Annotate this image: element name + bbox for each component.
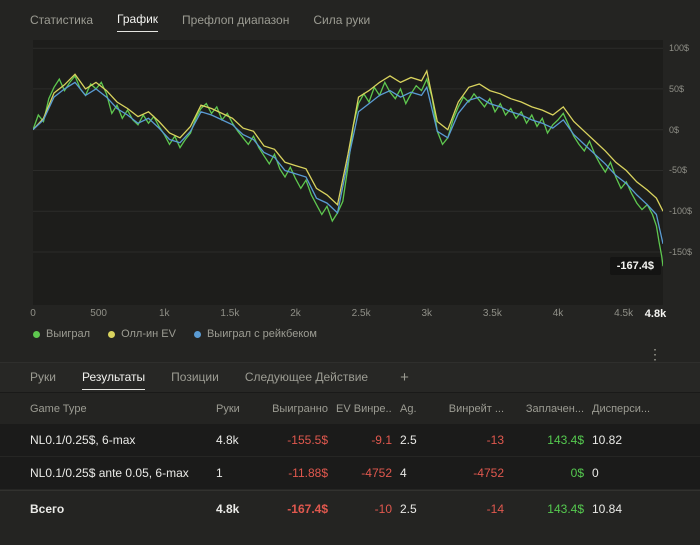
- tab-next-action[interactable]: Следующее Действие: [244, 370, 369, 384]
- tab-hand-strength[interactable]: Сила руки: [313, 12, 371, 27]
- current-value-badge: -167.4$: [609, 257, 661, 276]
- legend-item[interactable]: Выиграл с рейкбеком: [193, 328, 317, 340]
- x-axis-current-label: 4.8k: [644, 308, 667, 320]
- x-axis-label: 3k: [421, 308, 433, 319]
- column-header-won[interactable]: Выигранно: [272, 402, 328, 415]
- cell-game-type: NL0.1/0.25$ ante 0.05, 6-max: [30, 466, 189, 480]
- x-axis-label: 3.5k: [482, 308, 502, 319]
- chart-section: -167.4$ 100$ 50$ 0$ -50$ -100$ -150$ 0 500 1k 1.…: [0, 40, 700, 362]
- y-axis-label: -100$: [669, 206, 693, 217]
- tab-hands[interactable]: Руки: [30, 370, 56, 384]
- table-row[interactable]: NL0.1/0.25$, 6-max 4.8k -155.5$ -9.1 2.5 -13 1…: [0, 424, 700, 457]
- x-axis-label: 2.5k: [351, 308, 371, 319]
- cell-winrate: -13: [486, 433, 504, 447]
- cell-rake-paid: 143.4$: [547, 433, 584, 447]
- legend-label: Выиграл: [46, 328, 91, 340]
- legend-row: Выиграл Олл-ин EV Выиграл с рейкбеком ⋮: [33, 328, 666, 362]
- legend-dot-icon: [108, 330, 116, 338]
- column-header-ag[interactable]: Ag.: [400, 402, 417, 415]
- kebab-menu-icon[interactable]: ⋮: [648, 346, 662, 362]
- cell-ag: 2.5: [400, 433, 417, 447]
- x-axis-label: 0: [30, 308, 36, 319]
- legend-item[interactable]: Олл-ин EV: [108, 328, 176, 340]
- table-header-row: Game Type Руки Выигранно EV Винре... Ag. Винр…: [0, 393, 700, 424]
- add-tab-button[interactable]: +: [400, 369, 409, 386]
- legend-item[interactable]: Выиграл: [33, 328, 90, 340]
- cell-ev-winrate: -4752: [361, 466, 392, 480]
- x-axis-label: 4k: [552, 308, 564, 319]
- table-row[interactable]: NL0.1/0.25$ ante 0.05, 6-max 1 -11.88$ -475…: [0, 457, 700, 490]
- cell-winrate: -4752: [473, 466, 504, 480]
- results-tab-bar: Руки Результаты Позиции Следующее Действие +: [0, 362, 700, 393]
- tab-preflop-range[interactable]: Префлоп диапазон: [182, 12, 290, 27]
- total-cell-ag: 2.5: [400, 502, 417, 516]
- table-total-row[interactable]: Всего 4.8k -167.4$ -10 2.5 -14 143.4$ 10.84: [0, 490, 700, 527]
- total-cell-variance: 10.84: [592, 502, 623, 516]
- tab-graph[interactable]: График: [117, 8, 159, 32]
- cell-won: -11.88$: [288, 466, 328, 480]
- legend-label: Олл-ин EV: [121, 328, 176, 340]
- cell-variance: 10.82: [592, 433, 623, 447]
- column-header-game-type[interactable]: Game Type: [30, 402, 87, 415]
- y-axis-label: 0$: [669, 124, 680, 135]
- total-cell-game-type: Всего: [30, 502, 65, 516]
- cell-rake-paid: 0$: [570, 466, 584, 480]
- chart-legend: Выиграл Олл-ин EV Выиграл с рейкбеком: [33, 328, 317, 340]
- y-axis-label: 50$: [669, 83, 685, 94]
- chart-canvas[interactable]: [33, 40, 663, 305]
- total-cell-won: -167.4$: [287, 502, 328, 516]
- cell-hands: 1: [216, 466, 223, 480]
- legend-label: Выиграл с рейкбеком: [206, 328, 317, 340]
- top-tab-bar: Статистика График Префлоп диапазон Сила рук…: [0, 0, 700, 40]
- column-header-ev-winrate[interactable]: EV Винре...: [336, 402, 392, 415]
- column-header-variance[interactable]: Дисперси...: [592, 402, 651, 415]
- winnings-chart[interactable]: -167.4$ 100$ 50$ 0$ -50$ -100$ -150$: [33, 40, 692, 305]
- y-axis-label: 100$: [669, 43, 690, 54]
- x-axis-label: 500: [90, 308, 107, 319]
- cell-won: -155.5$: [287, 433, 328, 447]
- total-cell-ev-winrate: -10: [374, 502, 392, 516]
- table-body: NL0.1/0.25$, 6-max 4.8k -155.5$ -9.1 2.5 -13 1…: [0, 424, 700, 490]
- total-cell-rake-paid: 143.4$: [547, 502, 584, 516]
- column-header-hands[interactable]: Руки: [216, 402, 240, 415]
- y-axis-label: -50$: [669, 165, 688, 176]
- x-axis-label: 2k: [290, 308, 301, 319]
- column-header-winrate[interactable]: Винрейт ...: [448, 402, 504, 415]
- x-axis: 0 500 1k 1.5k 2k 2.5k 3k 3.5k 4k 4.5k 4.8k: [30, 305, 667, 322]
- tab-statistics[interactable]: Статистика: [30, 12, 94, 27]
- x-axis-label: 1k: [158, 308, 170, 319]
- cell-game-type: NL0.1/0.25$, 6-max: [30, 433, 136, 447]
- tab-positions[interactable]: Позиции: [171, 370, 219, 384]
- column-header-rake-paid[interactable]: Заплачен...: [525, 402, 584, 415]
- cell-variance: 0: [592, 466, 599, 480]
- total-cell-hands: 4.8k: [216, 502, 240, 516]
- legend-dot-icon: [33, 330, 40, 338]
- results-table: Game Type Руки Выигранно EV Винре... Ag. Винр…: [0, 393, 700, 527]
- x-axis-label: 4.5k: [614, 308, 634, 319]
- cell-ag: 4: [400, 466, 407, 480]
- legend-dot-icon: [193, 330, 201, 338]
- y-axis-label: -150$: [669, 247, 693, 257]
- cell-ev-winrate: -9.1: [371, 433, 392, 447]
- tab-results[interactable]: Результаты: [81, 366, 146, 390]
- cell-hands: 4.8k: [216, 433, 239, 447]
- x-axis-label: 1.5k: [220, 308, 240, 319]
- total-cell-winrate: -14: [486, 502, 504, 516]
